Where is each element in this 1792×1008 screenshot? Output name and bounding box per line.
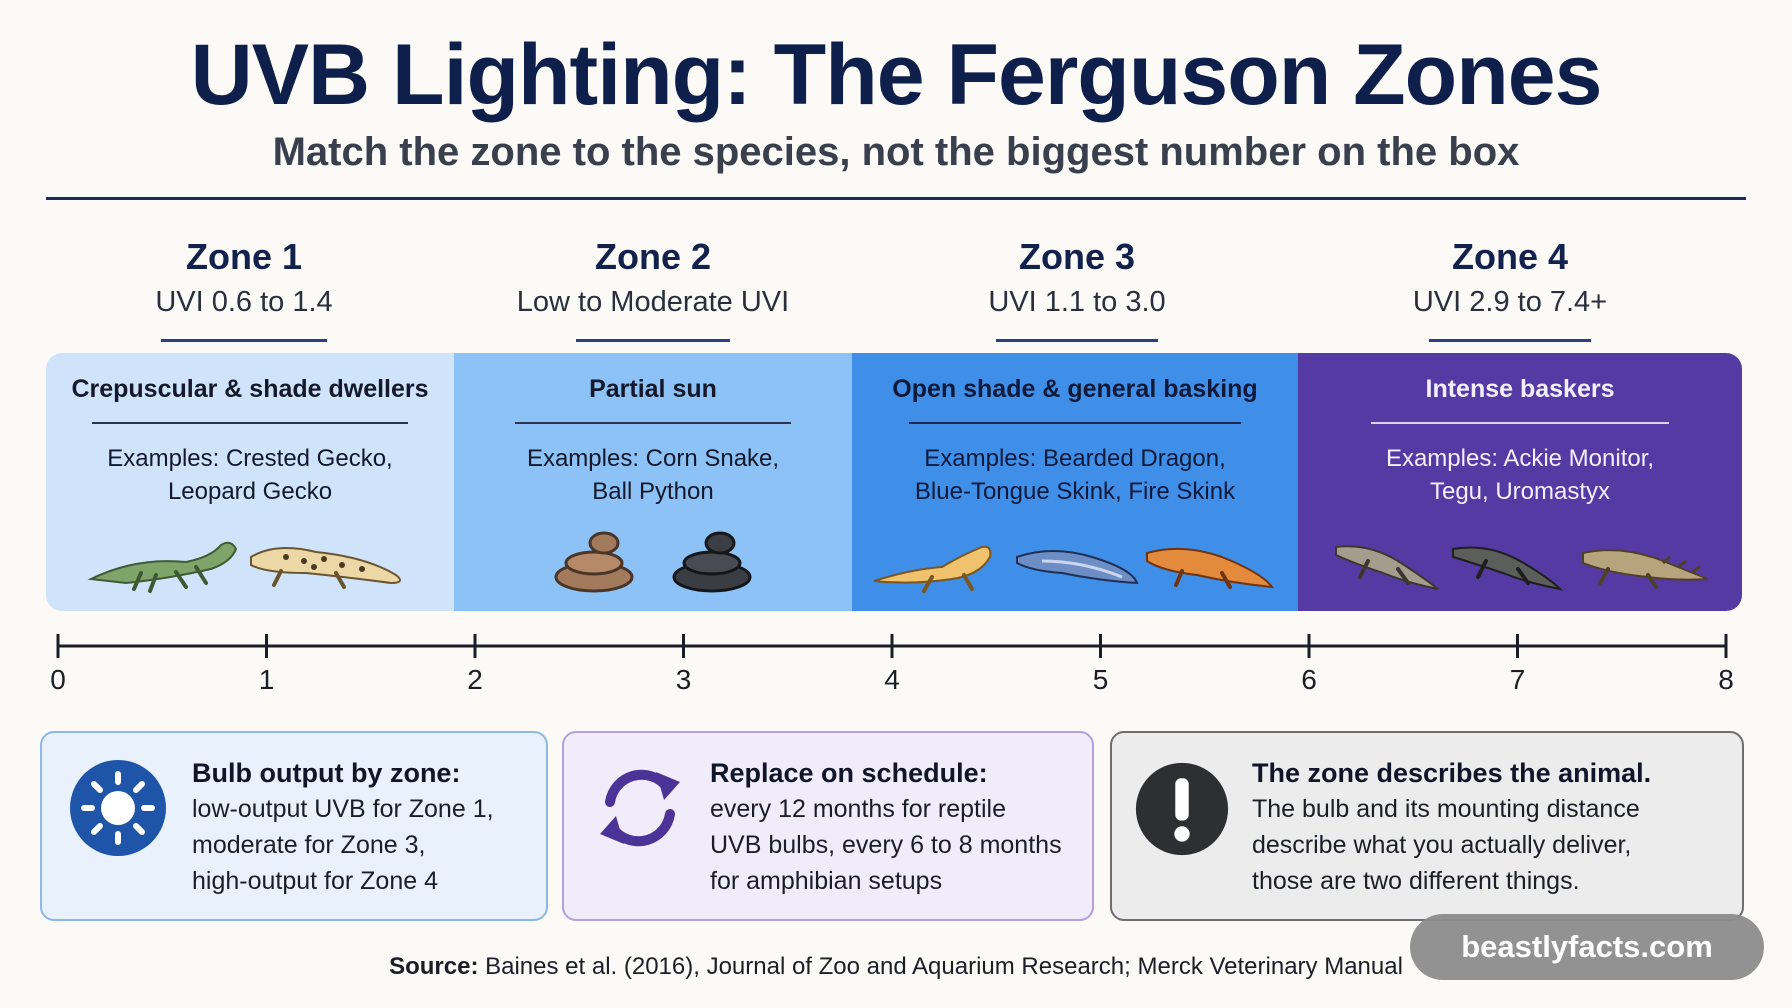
bearded-dragon-icon — [873, 545, 992, 593]
crested-gecko-icon — [87, 541, 238, 593]
zone-band-1: Crepuscular & shade dwellers Examples: C… — [46, 353, 454, 611]
card-line: for amphibian setups — [710, 867, 943, 895]
zone-band-divider — [1371, 422, 1669, 424]
card-line: The bulb and its mounting distance — [1252, 795, 1640, 823]
card-text: Replace on schedule: every 12 months for… — [710, 755, 1062, 899]
zone-name: Zone 1 — [185, 236, 302, 277]
card-line: high-output for Zone 4 — [192, 867, 438, 895]
card-text: Bulb output by zone: low-output UVB for … — [192, 755, 494, 899]
zone-examples: Examples: Corn Snake, Ball Python — [526, 445, 780, 505]
axis-tick-label: 4 — [884, 664, 900, 695]
zone-band-divider — [515, 422, 791, 424]
snake-icons — [454, 517, 852, 597]
zone-uvi: Low to Moderate UVI — [516, 286, 790, 318]
replace-schedule-card: Replace on schedule: every 12 months for… — [562, 731, 1094, 921]
card-line: every 12 months for reptile — [710, 795, 1006, 823]
axis-tick-label: 5 — [1092, 664, 1109, 695]
uvi-axis-line — [56, 634, 1728, 658]
lizard-icons — [852, 517, 1298, 597]
card-line: low-output UVB for Zone 1, — [192, 795, 494, 823]
uvi-axis: 0 1 2 3 4 5 6 7 8 — [0, 620, 1792, 700]
zone-band-2: Partial sun Examples: Corn Snake, Ball P… — [454, 353, 852, 611]
ball-python-icon — [672, 531, 752, 593]
zone-underline — [576, 339, 730, 342]
page-title: UVB Lighting: The Ferguson Zones — [190, 27, 1603, 123]
leopard-gecko-icon — [250, 547, 401, 589]
zone-band-divider — [909, 422, 1241, 424]
zone-examples: Examples: Bearded Dragon, Blue-Tongue Sk… — [914, 445, 1236, 505]
zone-description: Intense baskers — [1425, 375, 1615, 403]
monitor-icons — [1298, 517, 1742, 597]
gecko-icons — [46, 517, 454, 597]
zone-examples: Examples: Crested Gecko, Leopard Gecko — [107, 445, 393, 505]
zone-band-3: Open shade & general basking Examples: B… — [852, 353, 1298, 611]
axis-tick-label: 8 — [1718, 664, 1734, 695]
zone-underline — [1429, 339, 1591, 342]
axis-tick-label: 0 — [50, 664, 66, 695]
axis-tick-label: 1 — [258, 664, 275, 695]
source-label: Source: — [389, 953, 479, 980]
axis-tick-label: 2 — [467, 664, 483, 695]
card-heading: The zone describes the animal. — [1252, 758, 1652, 788]
zone-band-4: Intense baskers Examples: Ackie Monitor,… — [1298, 353, 1742, 611]
zone-uvi: UVI 0.6 to 1.4 — [155, 286, 333, 318]
bulb-output-card: Bulb output by zone: low-output UVB for … — [40, 731, 548, 921]
page-subtitle: Match the zone to the species, not the b… — [272, 130, 1520, 174]
exclamation-icon — [1134, 761, 1230, 857]
card-text: The zone describes the animal. The bulb … — [1252, 755, 1651, 899]
tegu-icon — [1452, 546, 1563, 591]
zone-bands: Crepuscular & shade dwellers Examples: C… — [46, 353, 1742, 611]
axis-tick-label: 6 — [1301, 664, 1317, 695]
corn-snake-icon — [554, 531, 634, 593]
zone-uvi: UVI 2.9 to 7.4+ — [1412, 286, 1608, 318]
watermark-badge: beastlyfacts.com — [1410, 914, 1764, 980]
zone-description: Crepuscular & shade dwellers — [71, 375, 429, 403]
zone-name: Zone 2 — [594, 236, 711, 277]
card-line: describe what you actually deliver, — [1252, 831, 1632, 859]
sun-icon — [68, 758, 168, 858]
ackie-monitor-icon — [1335, 545, 1439, 590]
zone-underline — [161, 339, 327, 342]
zone-examples: Examples: Ackie Monitor, Tegu, Uromastyx — [1385, 445, 1655, 505]
card-line: those are two different things. — [1252, 867, 1580, 895]
card-heading: Replace on schedule: — [710, 758, 988, 788]
zone-name: Zone 4 — [1451, 236, 1568, 277]
blue-tongue-skink-icon — [1016, 550, 1139, 585]
zone-header-4: Zone 4 UVI 2.9 to 7.4+ — [1360, 236, 1660, 342]
zone-header-2: Zone 2 Low to Moderate UVI — [493, 236, 813, 342]
zone-header-1: Zone 1 UVI 0.6 to 1.4 — [122, 236, 366, 342]
zone-description: Partial sun — [589, 375, 717, 403]
zone-band-divider — [92, 422, 408, 424]
fire-skink-icon — [1146, 547, 1275, 589]
zone-uvi: UVI 1.1 to 3.0 — [988, 286, 1166, 318]
zone-underline — [996, 339, 1158, 342]
zone-describes-animal-card: The zone describes the animal. The bulb … — [1110, 731, 1744, 921]
uromastyx-icon — [1582, 549, 1709, 589]
source-text: Baines et al. (2016), Journal of Zoo and… — [485, 953, 1403, 980]
refresh-icon — [590, 758, 690, 858]
card-line: UVB bulbs, every 6 to 8 months — [710, 831, 1062, 859]
source-citation: Source: Baines et al. (2016), Journal of… — [0, 953, 1792, 981]
axis-tick-label: 3 — [675, 664, 692, 695]
zone-name: Zone 3 — [1018, 236, 1135, 277]
title-divider — [46, 197, 1746, 200]
zone-header-3: Zone 3 UVI 1.1 to 3.0 — [937, 236, 1217, 342]
axis-tick-label: 7 — [1509, 664, 1526, 695]
card-heading: Bulb output by zone: — [192, 758, 461, 788]
zone-description: Open shade & general basking — [892, 375, 1258, 403]
card-line: moderate for Zone 3, — [192, 831, 426, 859]
